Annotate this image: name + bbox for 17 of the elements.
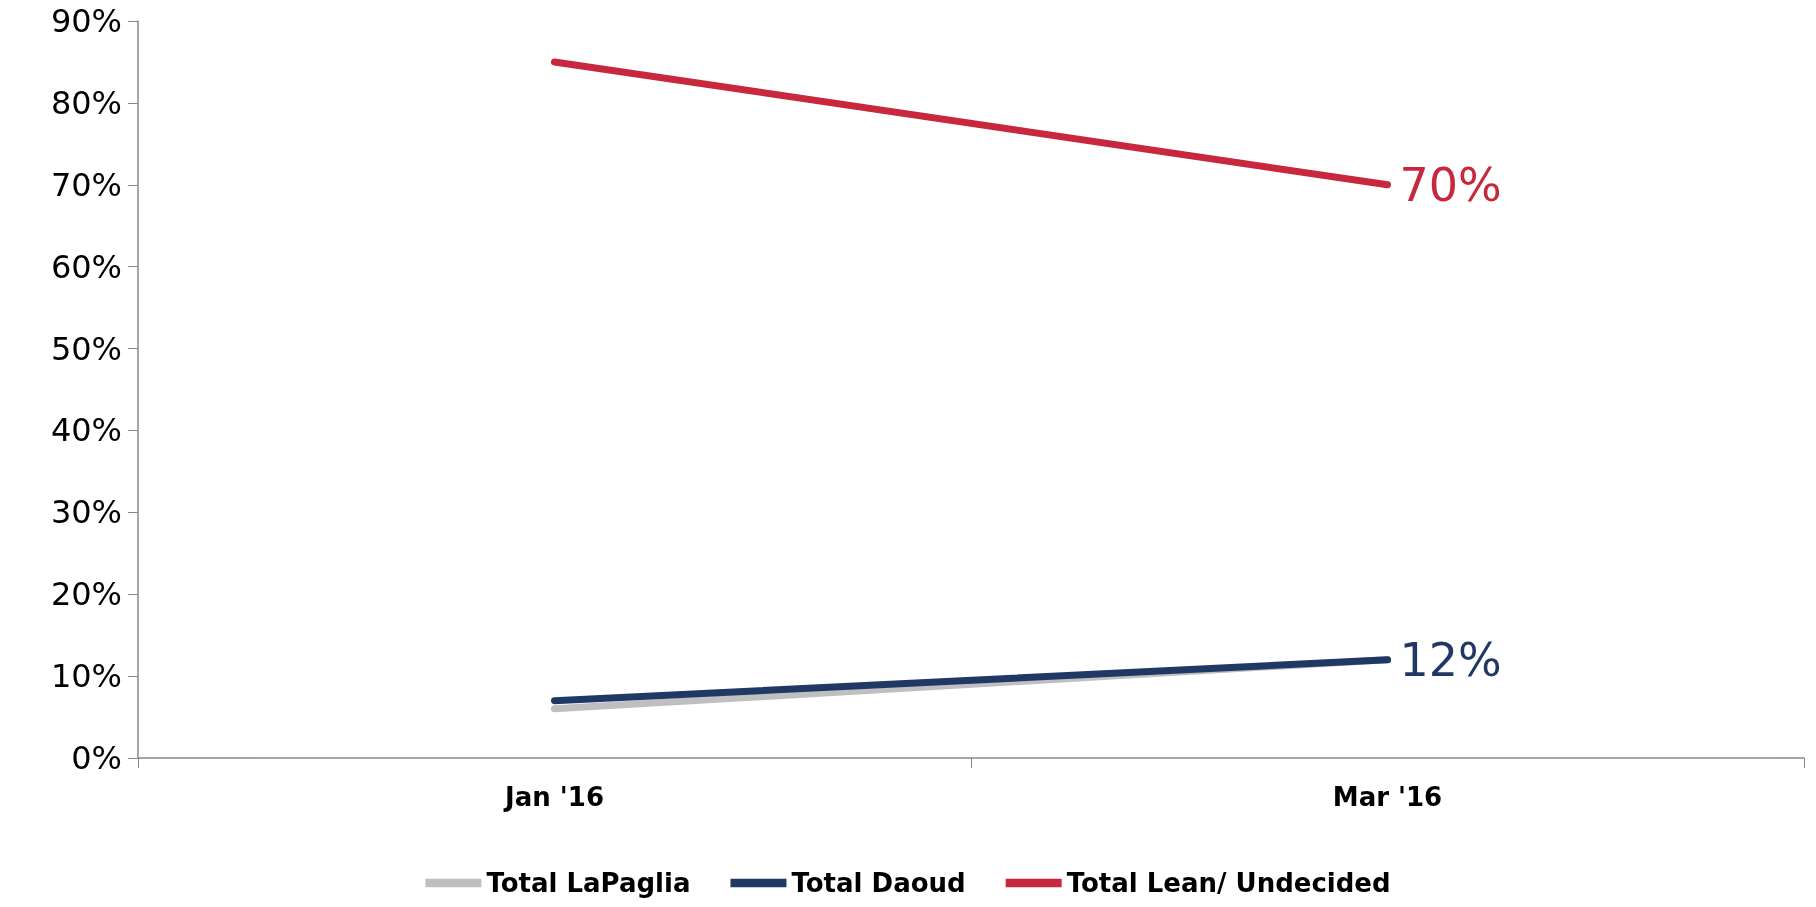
y-tick-label: 80% [50,83,122,122]
y-tick-label: 90% [50,2,122,40]
x-tick-label: Jan '16 [503,782,604,812]
y-tick-label: 40% [50,411,122,450]
x-tick-label: Mar '16 [1332,782,1443,812]
y-tick-label: 30% [50,493,122,532]
y-tick-label: 20% [50,575,122,614]
legend-label: Total LaPaglia [486,868,691,898]
y-tick-label: 60% [50,247,122,286]
data-label: 70% [1399,157,1502,212]
data-label: 12% [1399,632,1502,687]
y-tick-label: 10% [50,657,122,696]
y-tick-label: 0% [71,739,122,777]
legend-label: Total Lean/ Undecided [1066,868,1391,898]
y-tick-label: 50% [50,329,122,368]
legend-label: Total Daoud [791,868,966,898]
y-tick-label: 70% [50,165,122,204]
